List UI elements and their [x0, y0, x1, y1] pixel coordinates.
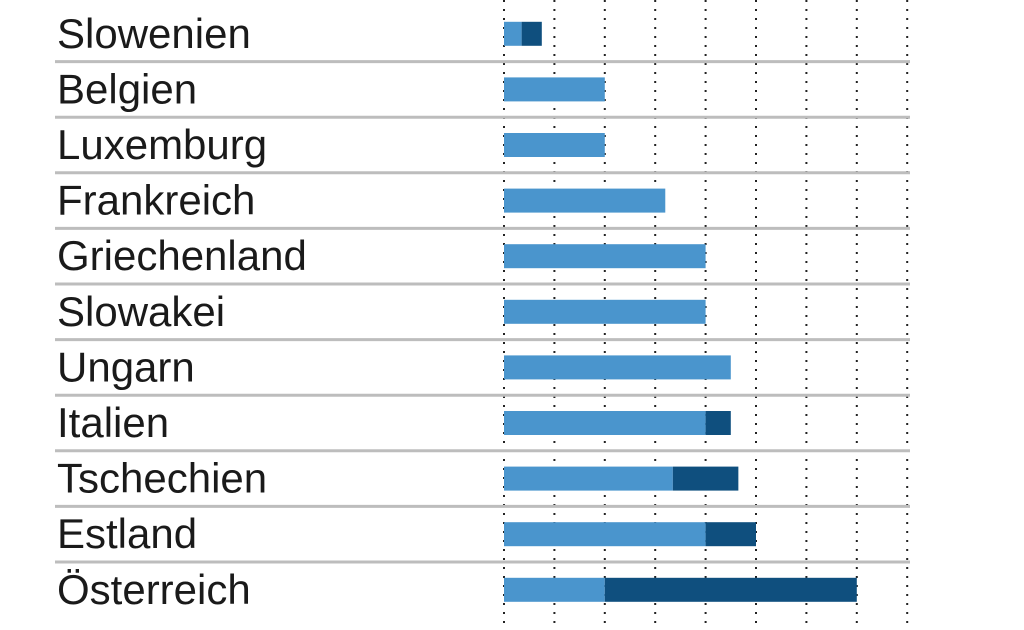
category-label: Slowenien [57, 10, 251, 57]
category-label: Belgien [57, 65, 197, 112]
bar-segment-light [504, 411, 706, 435]
bar-segment-dark [521, 21, 542, 46]
category-label: Griechenland [57, 232, 307, 279]
bar-segment-light [504, 133, 605, 157]
chart-row: Griechenland [55, 232, 910, 286]
category-label: Italien [57, 399, 169, 446]
category-label: Österreich [57, 566, 251, 613]
chart-row: Tschechien [55, 455, 910, 508]
chart-row: Slowakei [55, 288, 910, 342]
category-label: Luxemburg [57, 121, 267, 168]
bar-segment-light [504, 577, 605, 602]
category-label: Frankreich [57, 177, 255, 224]
chart-row: Estland [55, 510, 910, 564]
bar-segment-light [504, 77, 605, 102]
bar-segment-dark [705, 411, 731, 435]
chart-row: Italien [55, 399, 910, 453]
chart-rows: Slowenien Belgien Luxemburg Frankreich Griec… [55, 10, 910, 613]
bar-segment-light [504, 299, 706, 324]
bar-segment-dark [672, 466, 739, 491]
category-label: Slowakei [57, 288, 225, 335]
chart-row: Ungarn [55, 343, 910, 397]
bar-segment-light [504, 466, 673, 491]
chart-row: Belgien [55, 65, 910, 119]
chart-row: Frankreich [55, 177, 910, 230]
bar-segment-light [504, 188, 666, 213]
bar-segment-light [504, 522, 706, 547]
category-label: Tschechien [57, 455, 267, 502]
category-label: Estland [57, 510, 197, 557]
chart-row: Slowenien [55, 10, 910, 64]
category-label: Ungarn [57, 343, 195, 390]
bar-segment-dark [705, 522, 756, 547]
chart-row: Luxemburg [55, 121, 910, 175]
bar-segment-light [504, 21, 522, 46]
bar-segment-dark [604, 577, 857, 602]
bar-segment-light [504, 244, 706, 269]
bar-segment-light [504, 355, 731, 380]
chart-row: Österreich [57, 566, 857, 613]
